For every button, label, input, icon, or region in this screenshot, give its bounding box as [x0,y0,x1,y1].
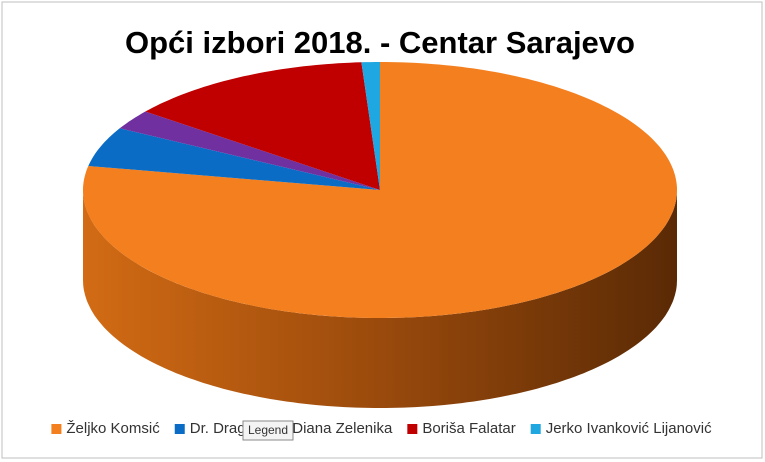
pie-side [83,190,677,408]
chart-title: Opći izbori 2018. - Centar Sarajevo [125,25,635,60]
tooltip-text: Legend [248,423,288,437]
pie-slice [145,62,380,190]
pie-slice [88,128,381,190]
pie [83,62,677,408]
legend-swatch [530,424,541,434]
pie-slice [361,62,380,190]
tooltip: Legend [242,420,294,441]
pie-slice [119,111,380,190]
legend-label: Diana Zelenika [292,420,393,437]
legend[interactable]: Željko Komsić Dr. Dragan Diana Zelenika Bor… [51,420,712,437]
legend-label: Boriša Falatar [422,420,515,437]
legend-swatch [51,424,62,434]
legend-label: Jerko Ivanković Lijanović [546,420,712,437]
legend-swatch [407,424,418,434]
legend-label: Željko Komsić [66,420,160,437]
legend-swatch [174,424,185,434]
